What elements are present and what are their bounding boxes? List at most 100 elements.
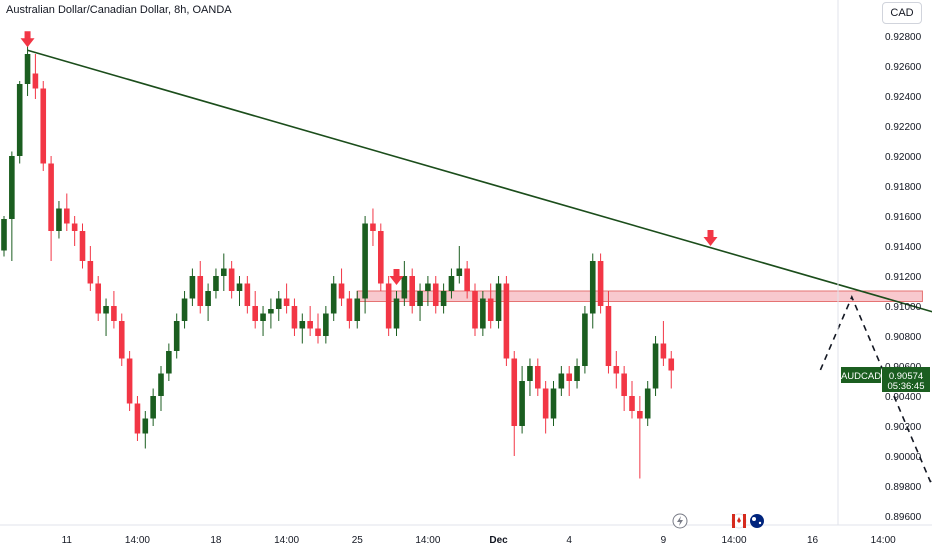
candle-body: [542, 388, 549, 419]
candle: [111, 291, 117, 329]
candle-body: [126, 358, 133, 404]
candle: [315, 313, 321, 344]
candle-body: [307, 321, 313, 329]
candle-body: [613, 366, 620, 374]
candle-body: [56, 208, 62, 231]
candle: [142, 411, 149, 449]
time-tick-label: 14:00: [125, 535, 150, 546]
price-tick-label: 0.91800: [885, 182, 922, 193]
candle: [181, 291, 188, 329]
candle-body: [134, 403, 141, 434]
candle-body: [315, 328, 321, 336]
canada-flag-icon[interactable]: [731, 513, 747, 529]
australia-flag-icon[interactable]: [750, 514, 764, 528]
candle: [644, 381, 651, 426]
candle: [401, 261, 408, 306]
candle: [417, 283, 423, 321]
candle: [291, 298, 298, 336]
time-tick-label: 4: [566, 535, 572, 546]
candle: [629, 381, 635, 419]
candle-body: [260, 313, 266, 321]
candle-body: [16, 84, 23, 156]
candle-body: [299, 321, 306, 329]
candles-layer: [1, 43, 675, 479]
candle-body: [440, 291, 447, 306]
candle-body: [111, 306, 117, 321]
bar-countdown: 05:36:45: [888, 381, 925, 392]
currency-button[interactable]: CAD: [882, 2, 922, 24]
candle-body: [197, 276, 204, 306]
candle: [582, 306, 588, 374]
candle: [48, 156, 54, 261]
candle-body: [9, 156, 15, 219]
chart-title: Australian Dollar/Canadian Dollar, 8h, O…: [6, 4, 232, 16]
price-tick-label: 0.92600: [885, 62, 922, 73]
candle: [464, 261, 470, 299]
down-arrow-marker: [703, 230, 718, 246]
candle: [24, 43, 31, 96]
price-tick-label: 0.92000: [885, 152, 922, 163]
candle: [268, 298, 274, 329]
candle: [566, 366, 572, 396]
candle: [323, 306, 329, 344]
price-label: AUDCAD 0.90574 05:36:45: [841, 367, 930, 392]
candle-body: [283, 298, 290, 306]
candle-body: [24, 54, 31, 84]
candle: [527, 358, 533, 396]
candle-body: [181, 298, 188, 321]
time-tick-label: 25: [352, 535, 364, 546]
candle-body: [236, 283, 243, 291]
price-tick-label: 0.91400: [885, 242, 922, 253]
candle-body: [142, 418, 149, 434]
candle: [448, 268, 455, 299]
candle-body: [370, 223, 376, 231]
candle-body: [589, 261, 596, 314]
candle-body: [378, 231, 384, 284]
candle-body: [103, 306, 109, 314]
candle: [621, 366, 627, 411]
candle: [480, 291, 486, 336]
candle-body: [644, 388, 651, 419]
candle: [637, 396, 643, 479]
candle-body: [456, 268, 463, 276]
candle: [338, 268, 345, 306]
candle-body: [432, 283, 439, 306]
candle: [40, 81, 47, 171]
candle-body: [558, 373, 565, 389]
candle-body: [166, 351, 172, 374]
candle: [275, 291, 282, 321]
candle-body: [173, 321, 180, 351]
candle-body: [32, 73, 39, 89]
candle-body: [228, 268, 235, 291]
candle: [330, 276, 337, 321]
candle-body: [71, 223, 78, 231]
candle: [252, 291, 258, 329]
candle-body: [511, 358, 518, 426]
candle-body: [275, 298, 282, 309]
candle: [519, 366, 525, 434]
candle: [346, 291, 353, 329]
candle-body: [213, 276, 219, 291]
price-tick-label: 0.90400: [885, 392, 922, 403]
time-tick-label: Dec: [489, 535, 508, 546]
candle: [189, 268, 196, 306]
candle: [652, 336, 659, 396]
candle: [79, 223, 86, 269]
price-tick-label: 0.89600: [885, 512, 922, 523]
symbol-tag-bg: [841, 367, 881, 383]
candle: [370, 208, 376, 246]
candle: [503, 276, 510, 366]
candle-body: [118, 321, 125, 359]
candle-body: [393, 298, 400, 329]
candle-body: [244, 283, 251, 306]
candle: [605, 291, 612, 374]
candle-body: [472, 291, 478, 329]
candle: [362, 216, 368, 314]
lightning-icon[interactable]: [672, 513, 688, 529]
candle: [228, 261, 235, 299]
candle-body: [401, 276, 408, 299]
candle: [173, 313, 180, 359]
candle: [425, 276, 431, 306]
candle-body: [535, 366, 541, 389]
